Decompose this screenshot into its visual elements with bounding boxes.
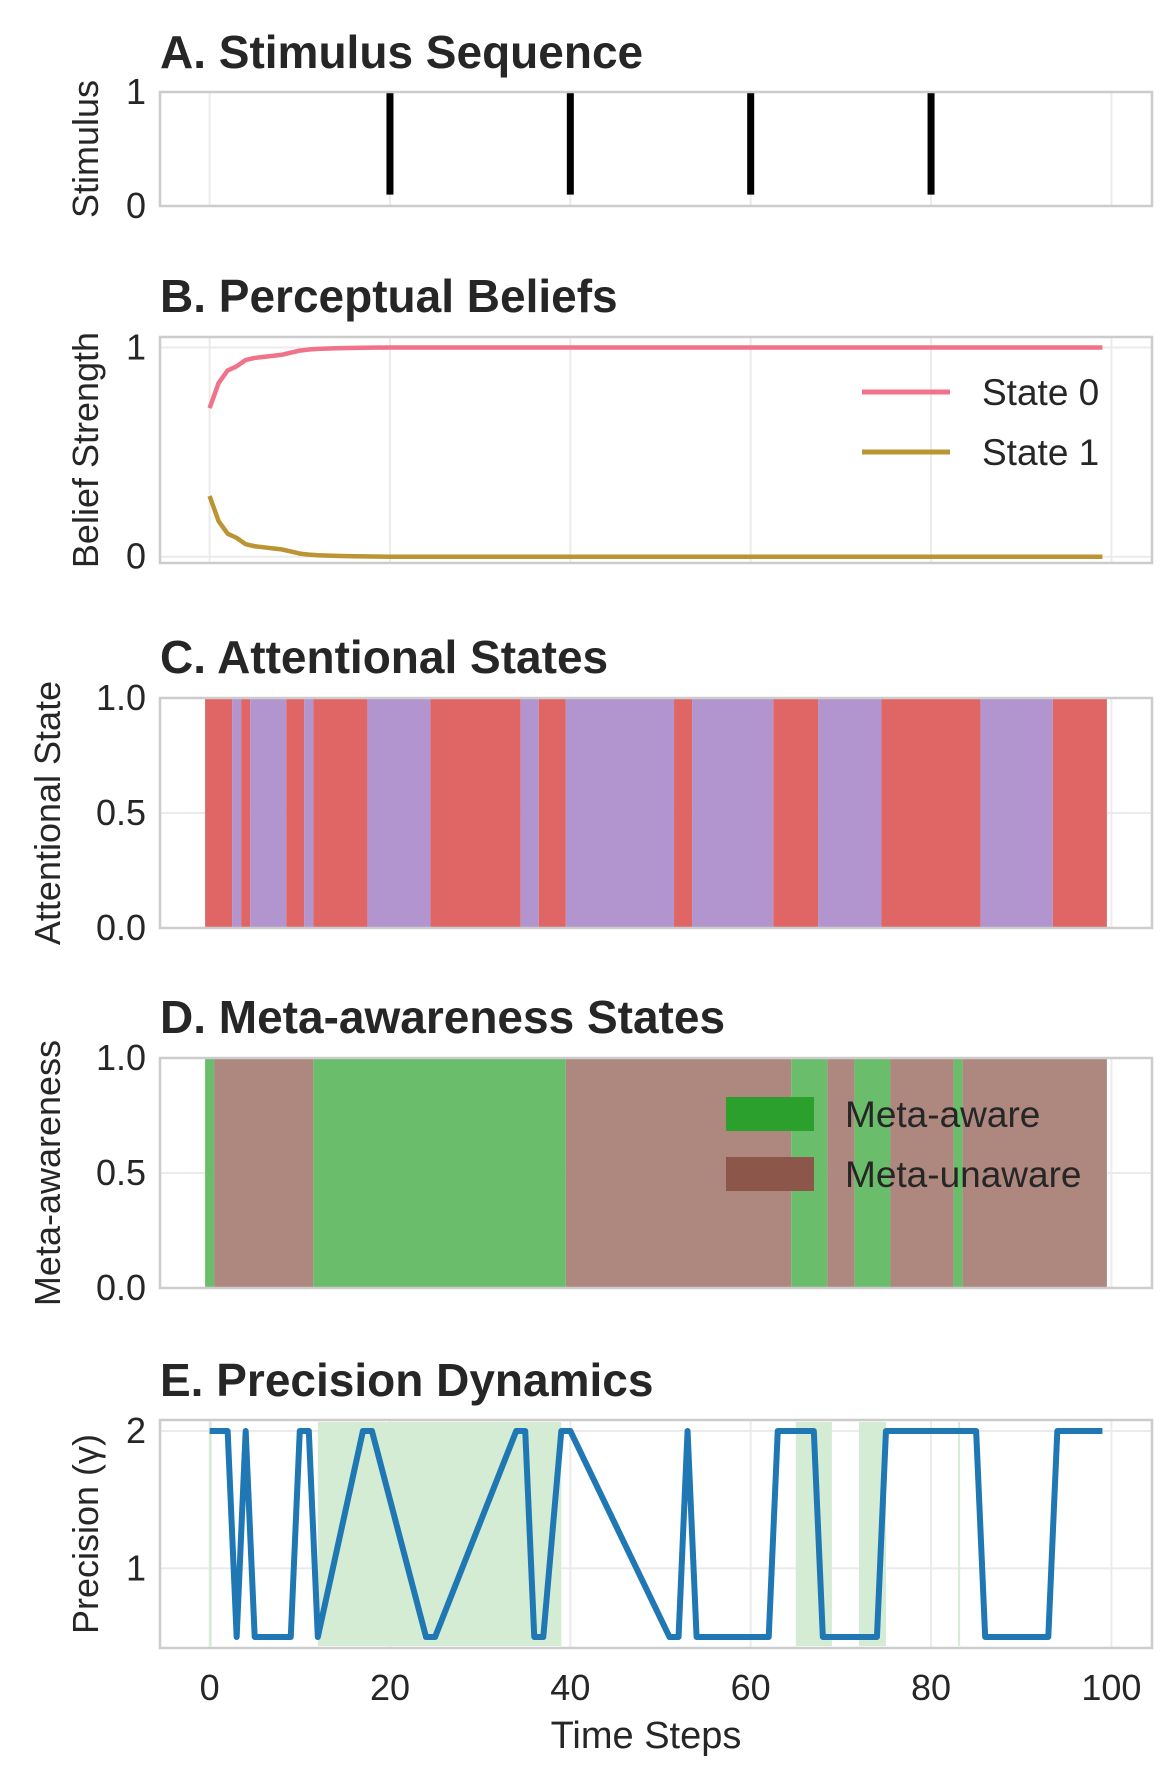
p1-title: B. Perceptual Beliefs [160, 270, 618, 322]
attention-band-17 [980, 698, 1053, 928]
attention-band-3 [250, 698, 287, 928]
x-tick-label-3: 60 [731, 1667, 771, 1708]
attention-band-4 [286, 698, 305, 928]
p4-ylabel: Precision (γ) [65, 1434, 106, 1634]
attention-band-10 [538, 698, 566, 928]
meta-band-5 [827, 1058, 855, 1288]
attention-band-9 [520, 698, 539, 928]
attention-band-16 [881, 698, 981, 928]
attention-band-6 [313, 698, 368, 928]
p2-ylabel: Attentional State [27, 681, 68, 945]
p4-ytick-label-1: 2 [126, 1410, 146, 1451]
p1-ytick-label-0: 0 [126, 536, 146, 577]
p4-title: E. Precision Dynamics [160, 1354, 653, 1406]
belief-line-1 [207, 495, 1103, 559]
attention-band-2 [241, 698, 251, 928]
attention-band-1 [232, 698, 242, 928]
p4-ytick-label-0: 1 [126, 1547, 146, 1588]
text-labels: A. Stimulus Sequence 0 1 Stimulus B. Percept… [27, 26, 1141, 1757]
meta-band-0 [205, 1058, 215, 1288]
p2-frame [158, 696, 1154, 930]
p0-frame [158, 90, 1154, 208]
attention-band-0 [205, 698, 233, 928]
x-tick-label-0: 0 [200, 1667, 220, 1708]
p2-ytick-label-1: 0.5 [96, 792, 146, 833]
x-axis-label: Time Steps [551, 1715, 742, 1757]
plot-data [205, 92, 1107, 1646]
p3-ytick-label-0: 0.0 [96, 1267, 146, 1308]
p0-ytick-label-1: 1 [126, 71, 146, 112]
x-tick-label-1: 20 [370, 1667, 410, 1708]
legend-label-meta_unaware: Meta-unaware [845, 1154, 1082, 1195]
attention-band-13 [692, 698, 774, 928]
x-tick-label-4: 80 [911, 1667, 951, 1708]
meta-aware-shade-4 [958, 1422, 961, 1646]
p1-ytick-label-1: 1 [126, 326, 146, 367]
meta-band-6 [854, 1058, 891, 1288]
legend-swatch-meta_aware [726, 1097, 814, 1131]
legend-swatch-meta_unaware [726, 1157, 814, 1191]
x-tick-label-2: 40 [550, 1667, 590, 1708]
x-tick-label-5: 100 [1081, 1667, 1141, 1708]
attention-band-12 [674, 698, 693, 928]
attention-band-8 [430, 698, 521, 928]
p3-ylabel: Meta-awareness [27, 1040, 68, 1306]
legend-label-state-0: State 0 [982, 372, 1099, 413]
p3-title: D. Meta-awareness States [160, 991, 725, 1043]
p0-ytick-label-0: 0 [126, 185, 146, 226]
p2-title: C. Attentional States [160, 631, 608, 683]
legend-label-state-1: State 1 [982, 432, 1099, 473]
p0-title: A. Stimulus Sequence [160, 26, 643, 78]
attention-band-7 [367, 698, 431, 928]
p0-ylabel: Stimulus [65, 80, 106, 218]
p1-frame [158, 335, 1154, 565]
p4-frame [158, 1418, 1154, 1650]
axes-frames [158, 90, 1154, 1650]
attention-band-18 [1052, 698, 1107, 928]
attention-band-11 [565, 698, 675, 928]
p3-ytick-label-2: 1.0 [96, 1037, 146, 1078]
meta-band-2 [313, 1058, 566, 1288]
meta-band-7 [890, 1058, 954, 1288]
p2-ytick-label-0: 0.0 [96, 907, 146, 948]
meta-band-8 [953, 1058, 963, 1288]
meta-band-9 [962, 1058, 1107, 1288]
p2-ytick-label-2: 1.0 [96, 677, 146, 718]
attention-band-5 [304, 698, 314, 928]
p3-ytick-label-1: 0.5 [96, 1152, 146, 1193]
meta-band-1 [214, 1058, 314, 1288]
legend-label-meta_aware: Meta-aware [845, 1094, 1040, 1135]
attention-band-15 [818, 698, 882, 928]
p3-frame [158, 1056, 1154, 1290]
meta-aware-shade-0 [209, 1422, 212, 1646]
p1-ylabel: Belief Strength [65, 332, 106, 568]
attention-band-14 [773, 698, 819, 928]
precision-line [209, 1427, 1103, 1641]
belief-line-0 [207, 345, 1103, 409]
